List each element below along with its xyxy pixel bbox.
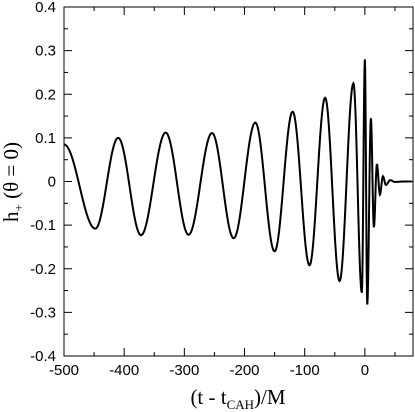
- series-line-h-plus: [63, 59, 412, 305]
- y-tick-label: -0.3: [30, 304, 56, 321]
- y-tick-label: -0.4: [30, 348, 56, 365]
- y-tick-label: 0.4: [35, 0, 56, 16]
- y-tick-label: 0.3: [35, 43, 56, 60]
- x-tick-label: 0: [361, 362, 369, 379]
- x-tick-label: -300: [169, 362, 199, 379]
- x-tick-label: -200: [230, 362, 260, 379]
- y-axis-label: h+ (θ = 0): [0, 142, 26, 222]
- x-axis-ticks: -500 -400 -300 -200 -100 0: [49, 7, 396, 379]
- x-tick-label: -400: [109, 362, 139, 379]
- x-tick-label: -500: [49, 362, 79, 379]
- y-tick-label: 0.2: [35, 86, 56, 103]
- y-tick-label: 0: [48, 174, 56, 191]
- x-tick-label: -100: [290, 362, 320, 379]
- y-axis-ticks: -0.4 -0.3 -0.2 -0.1 0 0.1 0.2 0.3 0.4: [30, 0, 413, 365]
- y-tick-label: -0.1: [30, 217, 56, 234]
- y-tick-label: -0.2: [30, 261, 56, 278]
- x-axis-label: (t - tCAH)/M: [190, 385, 285, 412]
- plot-frame: [63, 6, 414, 357]
- y-tick-label: 0.1: [35, 130, 56, 147]
